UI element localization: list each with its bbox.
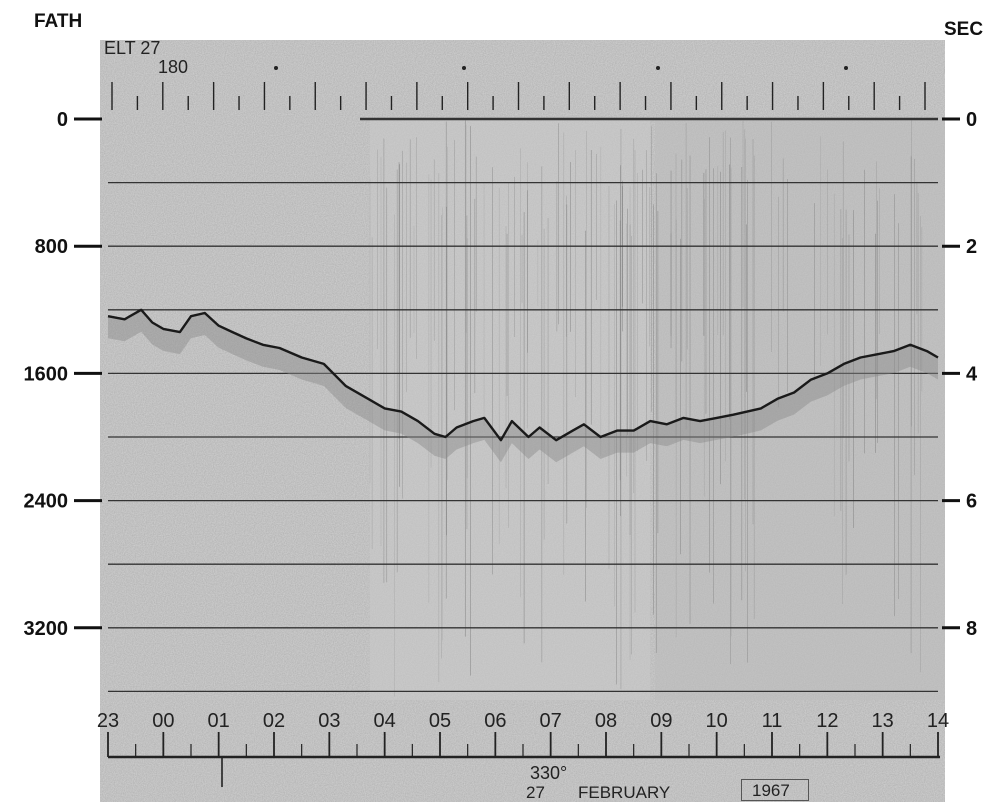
left-axis-unit-label: FATH <box>34 11 83 32</box>
bottom-time-axis: 23 00 01 02 03 04 05 06 07 08 09 10 11 12 13 14 <box>97 710 949 787</box>
timing-dot <box>274 66 278 70</box>
record-band-mid <box>370 120 650 700</box>
top-timing-marks <box>111 66 926 110</box>
left-depth-axis: 0 800 1600 2400 3200 <box>24 109 102 640</box>
hour-label: 23 <box>97 710 119 732</box>
right-tick-label: 6 <box>966 491 977 513</box>
hour-label: 11 <box>762 710 783 732</box>
right-tick-label: 4 <box>966 363 978 385</box>
hour-label: 03 <box>318 710 340 732</box>
right-time-axis: 0 2 4 6 8 <box>942 109 978 640</box>
hour-label: 02 <box>263 710 285 732</box>
right-tick-label: 8 <box>966 618 977 640</box>
hour-label: 06 <box>484 710 506 732</box>
sub-bottom-shading <box>108 309 938 463</box>
timing-dot <box>656 66 660 70</box>
line-id-label: ELT 27 <box>104 38 161 58</box>
hour-label: 08 <box>595 710 617 732</box>
date-year-label: 1967 <box>752 781 790 800</box>
left-tick-label: 3200 <box>24 618 69 640</box>
hour-label: 05 <box>429 710 451 732</box>
right-tick-label: 0 <box>966 109 977 131</box>
hour-label: 09 <box>650 710 672 732</box>
right-tick-label: 2 <box>966 236 977 258</box>
gridlines <box>108 117 938 693</box>
hour-label: 04 <box>374 710 396 732</box>
timing-dot <box>462 66 466 70</box>
hour-label: 01 <box>208 710 230 732</box>
left-tick-label: 1600 <box>24 363 69 385</box>
date-month-label: FEBRUARY <box>578 783 671 802</box>
hour-label: 00 <box>152 710 174 732</box>
hour-label: 14 <box>927 710 949 732</box>
date-day-label: 27 <box>526 783 545 802</box>
heading-label: 330° <box>530 763 568 783</box>
timing-dot <box>844 66 848 70</box>
left-tick-label: 2400 <box>24 491 69 513</box>
line-number-label: 180 <box>158 57 189 77</box>
seafloor-line <box>107 308 939 442</box>
year-box <box>741 779 809 801</box>
left-tick-label: 0 <box>57 109 68 131</box>
hour-label: 10 <box>706 710 728 732</box>
hour-label: 13 <box>872 710 894 732</box>
left-tick-label: 800 <box>35 236 68 258</box>
right-axis-unit-label: SEC <box>944 19 984 40</box>
seafloor-reflector <box>107 308 939 463</box>
record-band-right <box>655 120 945 700</box>
hour-label: 07 <box>540 710 562 732</box>
hour-label: 12 <box>816 710 838 732</box>
